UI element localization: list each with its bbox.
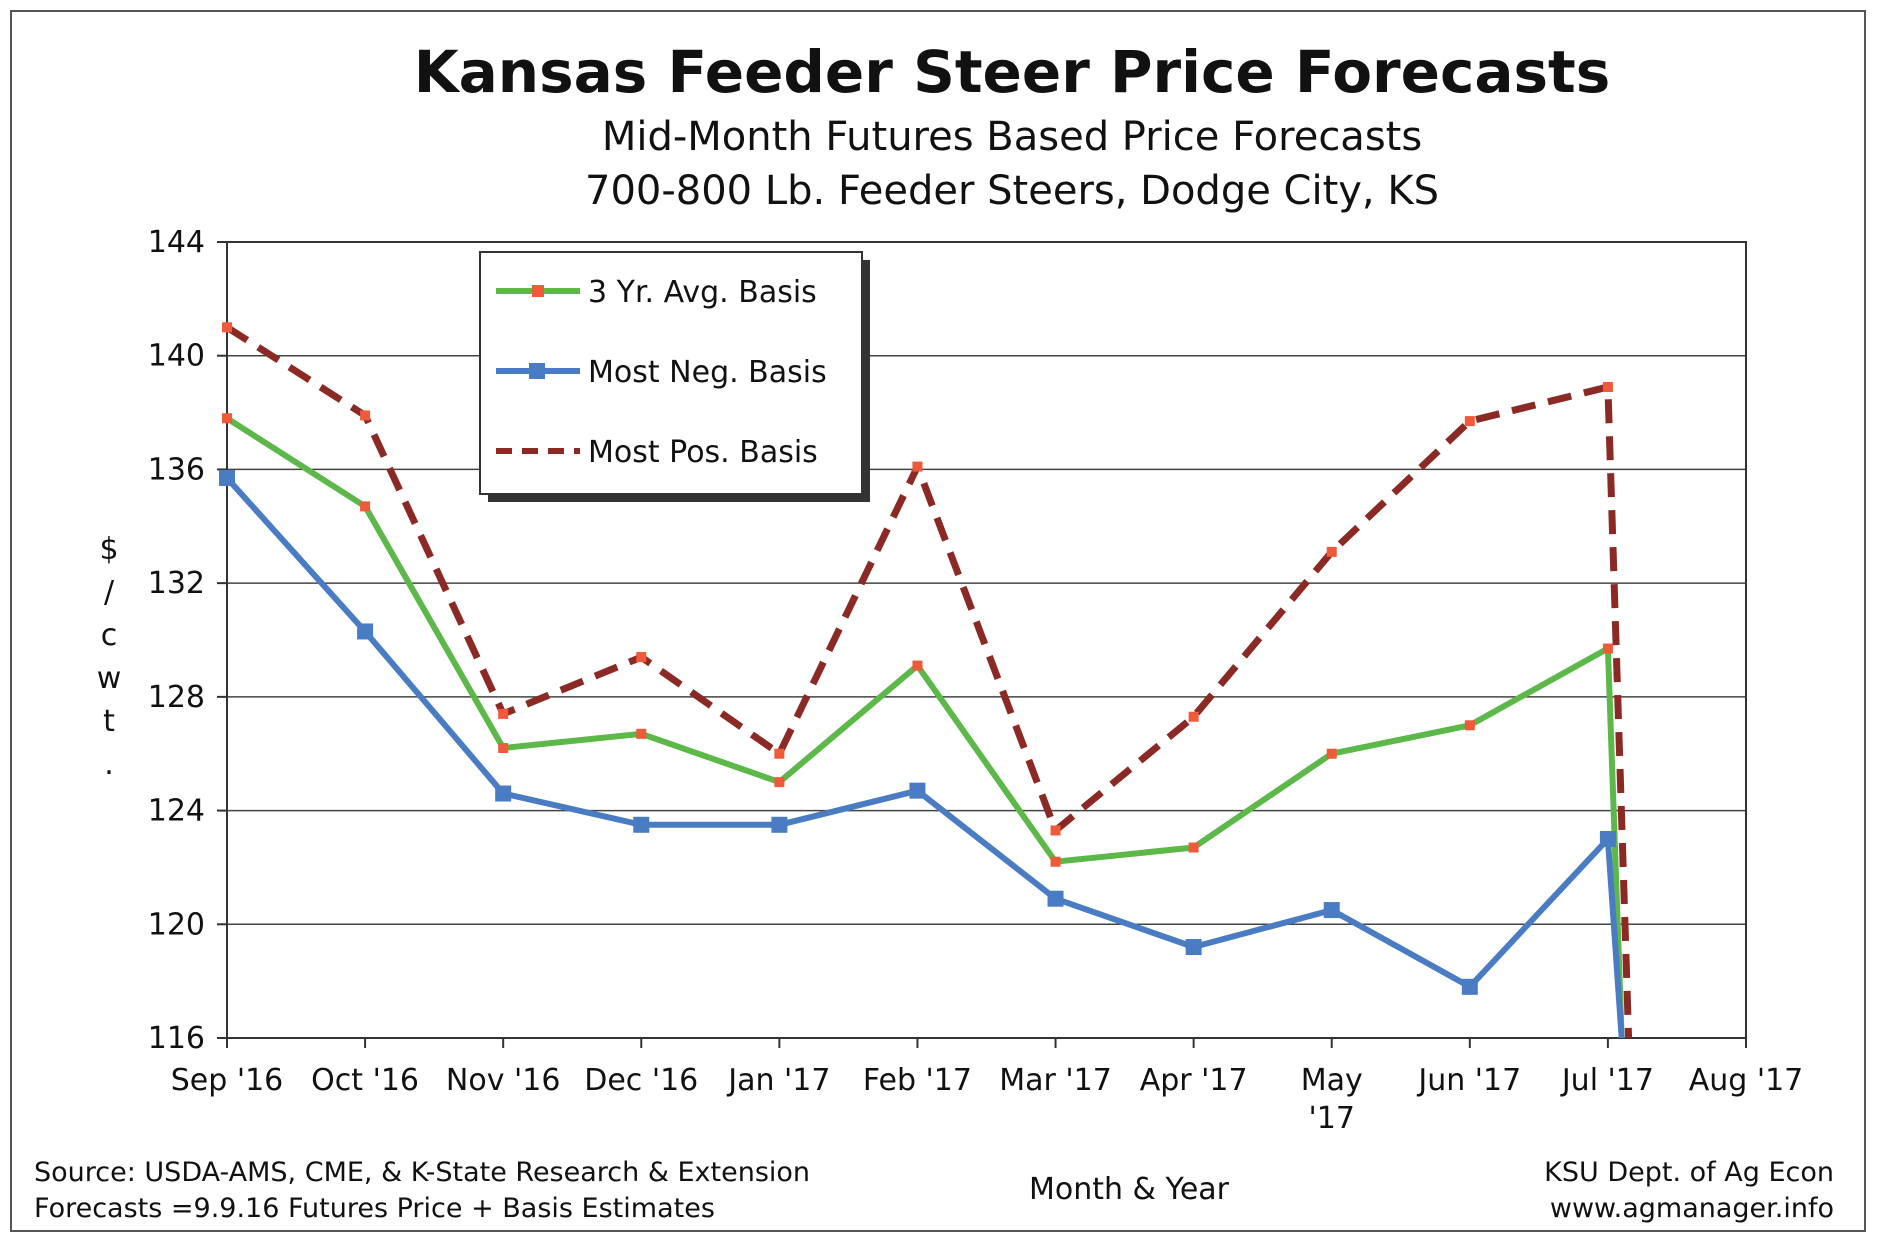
data-point xyxy=(1188,711,1199,722)
data-point xyxy=(222,322,232,333)
data-point xyxy=(1461,978,1478,995)
x-tick-label: May xyxy=(1301,1063,1363,1098)
data-point xyxy=(1599,831,1616,847)
data-point xyxy=(498,708,509,719)
x-tick-label: Mar '17 xyxy=(999,1063,1112,1098)
data-point xyxy=(1326,546,1337,557)
data-point xyxy=(636,652,647,663)
data-point xyxy=(219,469,235,486)
legend-label-pos-basis: Most Pos. Basis xyxy=(588,435,818,470)
x-axis-ticks: Sep '16 Oct '16 Nov '16 Dec '16 Jan '17 Feb '… xyxy=(171,1038,1804,1136)
y-axis-ticks: 116 120 124 128 132 136 140 144 xyxy=(148,225,227,1056)
data-point xyxy=(909,782,926,799)
footer-credit-line-1: KSU Dept. of Ag Econ xyxy=(1544,1157,1834,1188)
data-point xyxy=(1464,416,1475,427)
series-2 xyxy=(222,322,1633,1039)
footer-source-line-1: Source: USDA-AMS, CME, & K-State Researc… xyxy=(34,1157,810,1188)
data-point xyxy=(1185,939,1202,956)
data-point xyxy=(1326,748,1337,759)
x-tick-label: Oct '16 xyxy=(311,1063,419,1098)
y-tick-label: 124 xyxy=(148,794,205,829)
legend-label-neg-basis: Most Neg. Basis xyxy=(588,355,827,390)
data-point xyxy=(1323,902,1340,919)
y-tick-label: 144 xyxy=(148,225,205,260)
x-tick-label: Apr '17 xyxy=(1140,1063,1248,1098)
x-tick-label: '17 xyxy=(1309,1101,1355,1136)
legend-label-avg-basis: 3 Yr. Avg. Basis xyxy=(588,275,817,310)
y-axis-title-char: . xyxy=(104,747,114,782)
data-point xyxy=(1602,643,1613,654)
legend-marker-avg-basis xyxy=(532,285,544,297)
series-layer xyxy=(219,322,1633,1039)
data-point xyxy=(360,410,371,421)
footer-credit-line-2: www.agmanager.info xyxy=(1550,1193,1834,1224)
series-1 xyxy=(219,469,1625,1039)
x-tick-label: Sep '16 xyxy=(171,1063,284,1098)
data-point xyxy=(222,413,232,424)
data-point xyxy=(774,777,785,788)
data-point xyxy=(774,748,785,759)
data-point xyxy=(1602,381,1613,392)
chart-svg: Kansas Feeder Steer Price Forecasts Mid-… xyxy=(34,38,1834,1224)
y-axis-title-char: t xyxy=(103,704,115,739)
y-axis-title: $ / cwt. xyxy=(97,532,122,782)
chart-subtitle-line-1: Mid-Month Futures Based Price Forecasts xyxy=(602,114,1422,160)
y-tick-label: 120 xyxy=(148,907,205,942)
y-tick-label: 116 xyxy=(148,1021,205,1056)
data-point xyxy=(771,816,788,833)
x-axis-title: Month & Year xyxy=(1029,1172,1230,1207)
x-tick-label: Dec '16 xyxy=(584,1063,698,1098)
x-tick-label: Jul '17 xyxy=(1560,1063,1654,1098)
series-line xyxy=(225,324,1633,1039)
data-point xyxy=(1050,825,1061,836)
legend: 3 Yr. Avg. Basis Most Neg. Basis Most Po… xyxy=(479,251,870,502)
footer-source-line-2: Forecasts =9.9.16 Futures Price + Basis … xyxy=(34,1193,715,1224)
chart-title: Kansas Feeder Steer Price Forecasts xyxy=(414,38,1611,106)
chart-frame: Kansas Feeder Steer Price Forecasts Mid-… xyxy=(10,10,1866,1232)
data-point xyxy=(636,728,647,739)
series-line xyxy=(225,415,1625,1039)
data-point xyxy=(1050,856,1061,867)
series-0 xyxy=(222,413,1625,1039)
data-point xyxy=(912,461,923,472)
x-tick-label: Jun '17 xyxy=(1416,1063,1521,1098)
data-point xyxy=(1047,890,1064,907)
data-point xyxy=(912,660,923,671)
series-line xyxy=(224,475,1625,1039)
data-point xyxy=(495,785,512,802)
data-point xyxy=(360,501,371,512)
y-tick-label: 140 xyxy=(148,339,205,374)
y-tick-label: 132 xyxy=(148,566,205,601)
x-tick-label: Nov '16 xyxy=(446,1063,561,1098)
data-point xyxy=(633,816,650,833)
y-axis-title-char: w xyxy=(97,661,122,696)
chart-subtitle-line-2: 700-800 Lb. Feeder Steers, Dodge City, K… xyxy=(585,168,1439,214)
data-point xyxy=(1464,720,1475,731)
x-tick-label: Jan '17 xyxy=(726,1063,830,1098)
data-point xyxy=(1188,842,1199,853)
y-axis-title-char: c xyxy=(101,618,118,653)
data-point xyxy=(498,743,509,754)
x-tick-label: Feb '17 xyxy=(863,1063,972,1098)
y-tick-label: 136 xyxy=(148,452,205,487)
y-axis-title-char: / xyxy=(104,575,115,610)
y-axis-title-char: $ xyxy=(99,532,118,567)
legend-marker-neg-basis xyxy=(529,363,545,379)
plot-area-border xyxy=(226,241,1747,1039)
y-tick-label: 128 xyxy=(148,680,205,715)
x-tick-label: Aug '17 xyxy=(1689,1063,1804,1098)
data-point xyxy=(357,623,374,640)
